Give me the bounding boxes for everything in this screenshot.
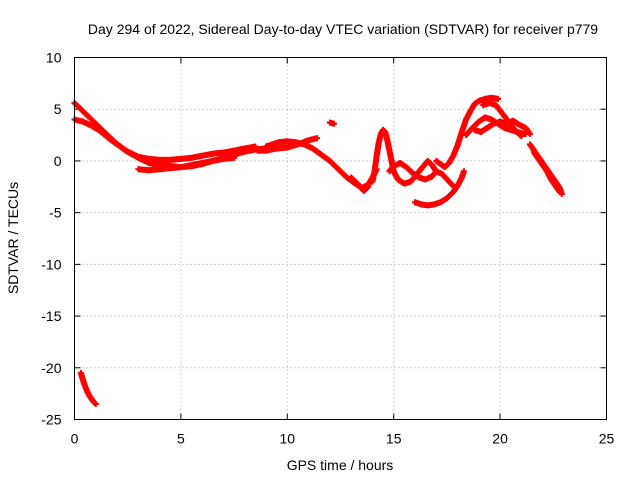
x-tick-label: 25 [599,431,615,447]
x-tick-label: 0 [71,431,79,447]
x-tick-label: 15 [386,431,402,447]
axis-ticks: 0 5 10 15 20 25 -25 -20 -15 -10 -5 0 5 10 [41,50,614,447]
y-tick-label: -5 [49,205,62,221]
grid-lines [74,57,607,420]
data-point [314,135,321,142]
x-axis-label: GPS time / hours [287,457,394,473]
data-points [71,94,565,407]
data-point [494,95,501,102]
data-point [460,168,467,175]
y-axis-label: SDTVAR / TECUs [5,182,21,294]
plot-frame [74,57,607,420]
y-tick-label: -20 [41,360,61,376]
x-tick-label: 5 [177,431,185,447]
data-point [92,400,99,407]
data-point [556,188,563,195]
y-tick-label: 5 [54,101,62,117]
data-point [526,131,533,138]
chart-title: Day 294 of 2022, Sidereal Day-to-day VTE… [88,21,598,37]
y-tick-label: -15 [41,308,61,324]
data-point [252,143,259,150]
y-tick-label: -25 [41,412,61,428]
data-point [231,154,238,161]
data-point [518,133,525,140]
data-point [331,120,338,127]
y-tick-label: -10 [41,256,61,272]
y-tick-label: 0 [54,153,62,169]
data-point [365,183,372,190]
x-tick-label: 10 [280,431,296,447]
y-tick-label: 10 [46,50,62,66]
x-tick-label: 20 [492,431,508,447]
